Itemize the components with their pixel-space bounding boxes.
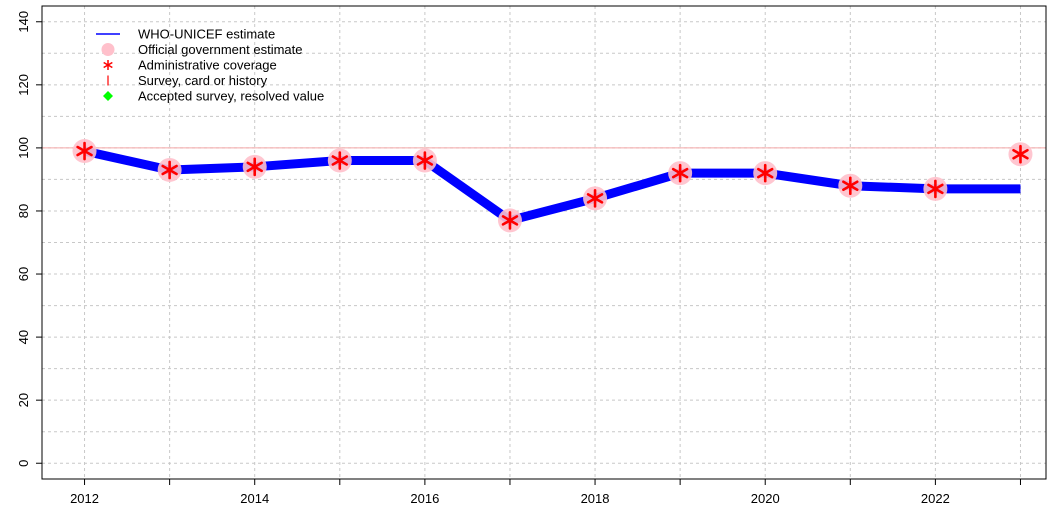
y-tick-label: 80 (16, 204, 31, 218)
point-administrative-coverage (246, 157, 263, 177)
point-administrative-coverage (416, 151, 434, 170)
y-tick-label: 20 (16, 393, 31, 407)
x-tick-label: 2014 (240, 491, 269, 506)
y-tick-label: 40 (16, 330, 31, 344)
point-administrative-coverage (756, 163, 774, 183)
legend-key-asterisk (103, 60, 113, 70)
legend-key-diamond (103, 91, 113, 101)
x-tick-label: 2012 (70, 491, 99, 506)
y-tick-label: 120 (16, 74, 31, 96)
point-administrative-coverage (927, 179, 944, 199)
series-line-who-unicef (83, 146, 1021, 225)
point-administrative-coverage (671, 163, 689, 183)
legend-label: WHO-UNICEF estimate (138, 27, 275, 42)
grid-layer (42, 6, 1046, 479)
legend-label: Administrative coverage (138, 58, 277, 73)
y-tick-label: 100 (16, 137, 31, 159)
point-administrative-coverage (1012, 144, 1029, 164)
x-tick-label: 2022 (921, 491, 950, 506)
y-tick-label: 140 (16, 11, 31, 33)
x-tick-label: 2020 (751, 491, 780, 506)
point-administrative-coverage (76, 141, 93, 161)
series-layer (72, 139, 1033, 233)
x-tick-label: 2018 (581, 491, 610, 506)
point-administrative-coverage (586, 189, 604, 208)
legend-label: Survey, card or history (138, 73, 268, 88)
x-tick-label: 2016 (410, 491, 439, 506)
point-administrative-coverage (161, 160, 178, 180)
axis-layer: 2012 2014 2016 2018 2020 2022 0 20 40 60 80 100 120 1… (16, 11, 1021, 506)
legend-label: Accepted survey, resolved value (138, 89, 324, 104)
point-administrative-coverage (331, 151, 349, 170)
y-tick-label: 0 (16, 460, 31, 467)
point-administrative-coverage (501, 211, 519, 230)
legend-key-dot (101, 43, 115, 56)
y-tick-label: 60 (16, 267, 31, 281)
legend-label: Official government estimate (138, 42, 303, 57)
point-administrative-coverage (842, 176, 859, 196)
plot-area-border (41, 5, 1047, 480)
